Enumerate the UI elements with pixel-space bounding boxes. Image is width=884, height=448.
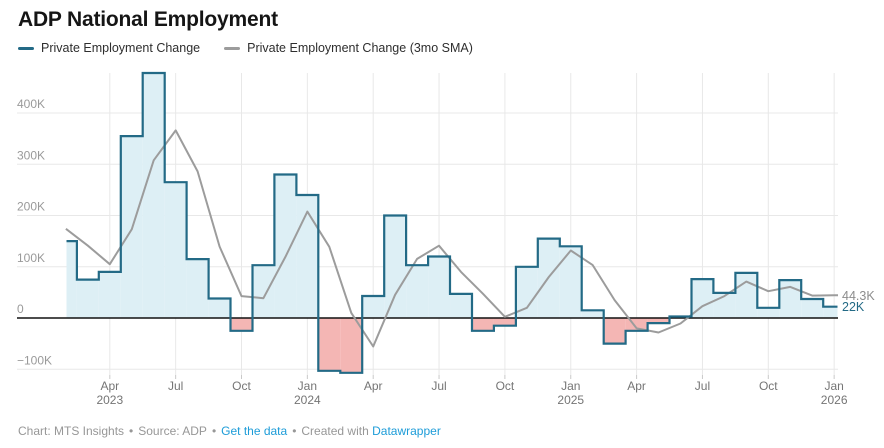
bar-fills	[66, 73, 838, 373]
legend-item-employment-change: Private Employment Change	[18, 41, 200, 55]
page-title: ADP National Employment	[18, 8, 278, 31]
separator-dot: •	[211, 424, 217, 438]
x-gridlines	[109, 73, 835, 379]
svg-text:Jan: Jan	[824, 379, 843, 393]
svg-text:2024: 2024	[294, 393, 321, 407]
legend-label: Private Employment Change (3mo SMA)	[247, 41, 473, 55]
svg-text:Apr: Apr	[100, 379, 119, 393]
svg-text:Jan: Jan	[561, 379, 580, 393]
svg-text:200K: 200K	[17, 200, 45, 214]
svg-text:Apr: Apr	[627, 379, 646, 393]
separator-dot: •	[292, 424, 297, 438]
svg-text:Apr: Apr	[364, 379, 383, 393]
svg-text:2026: 2026	[821, 393, 848, 407]
employment-step-line	[66, 71, 838, 374]
svg-text:300K: 300K	[17, 148, 45, 162]
separator-dot: •	[129, 424, 134, 438]
svg-text:−100K: −100K	[17, 353, 52, 367]
chart-footer: Chart: MTS Insights • Source: ADP • Get the …	[18, 424, 441, 438]
svg-text:22K: 22K	[842, 300, 865, 314]
svg-text:Jul: Jul	[431, 379, 446, 393]
legend-label: Private Employment Change	[41, 41, 201, 55]
sma-line	[65, 129, 838, 348]
source-label: Source: ADP	[138, 424, 207, 438]
svg-text:Oct: Oct	[232, 379, 251, 393]
y-axis-labels: 400K 300K 200K 100K 0 −100K	[17, 97, 52, 367]
svg-text:Oct: Oct	[759, 379, 778, 393]
legend-swatch-gray-line-icon	[224, 46, 241, 50]
legend-item-employment-change-sma: Private Employment Change (3mo SMA)	[224, 41, 473, 55]
svg-text:Jul: Jul	[695, 379, 710, 393]
svg-text:0: 0	[17, 302, 24, 316]
svg-text:44.3K: 44.3K	[842, 289, 875, 303]
created-with-text: Created with	[301, 424, 369, 438]
get-the-data-link[interactable]: Get the data	[221, 424, 288, 438]
legend-swatch-teal-line-icon	[18, 46, 34, 50]
svg-text:400K: 400K	[17, 97, 45, 111]
svg-text:Jul: Jul	[168, 379, 183, 393]
svg-text:Oct: Oct	[496, 379, 515, 393]
datawrapper-link[interactable]: Datawrapper	[372, 424, 441, 438]
svg-text:100K: 100K	[17, 251, 45, 265]
svg-text:2023: 2023	[96, 393, 123, 407]
svg-text:Jan: Jan	[298, 379, 317, 393]
svg-text:2025: 2025	[557, 393, 584, 407]
chart-credit: Chart: MTS Insights	[18, 424, 125, 438]
chart-legend: Private Employment Change Private Employ…	[18, 41, 473, 55]
